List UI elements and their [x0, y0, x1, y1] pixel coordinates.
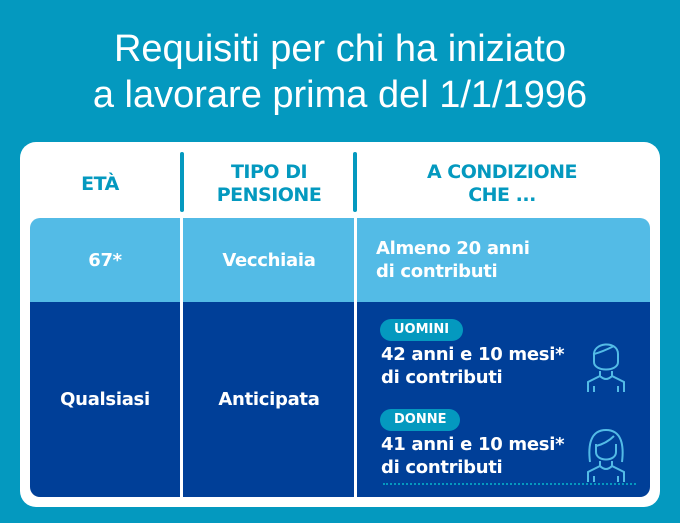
title-line-2: a lavorare prima del 1/1/1996: [92, 74, 588, 116]
column-divider: [354, 218, 357, 497]
uomini-badge: UOMINI: [380, 319, 464, 341]
column-divider: [180, 218, 183, 497]
table-body: 67* Vecchiaia Almeno 20 anni di contribut…: [30, 218, 650, 497]
table-row: 67* Vecchiaia Almeno 20 anni di contribut…: [30, 218, 650, 302]
donne-badge: DONNE: [380, 409, 461, 431]
header-divider: [180, 152, 184, 212]
title-line-1: Requisiti per chi ha iniziato: [113, 28, 566, 70]
tipo-cell: Anticipata: [218, 389, 320, 410]
divider-dotted: [383, 483, 636, 485]
woman-icon: [587, 428, 625, 482]
header-condizione: A CONDIZIONE CHE ...: [426, 161, 578, 206]
header-tipo: TIPO DI PENSIONE: [216, 161, 322, 206]
page-title: Requisiti per chi ha iniziato a lavorare…: [0, 26, 680, 118]
header-divider: [353, 152, 357, 212]
uomini-condition: 42 anni e 10 mesi* di contributi: [381, 344, 565, 388]
tipo-cell: Vecchiaia: [222, 249, 316, 271]
donne-condition: 41 anni e 10 mesi* di contributi: [381, 434, 565, 478]
requirements-table-card: ETÀ TIPO DI PENSIONE A CONDIZIONE CHE ... …: [20, 142, 660, 507]
eta-cell: Qualsiasi: [60, 389, 150, 410]
header-eta: ETÀ: [81, 172, 119, 195]
man-icon: [587, 343, 625, 392]
table-row: Qualsiasi Anticipata UOMINI 42 anni e 10…: [30, 302, 650, 497]
condition-cell: Almeno 20 anni di contributi: [376, 238, 530, 282]
eta-cell: 67*: [88, 249, 122, 271]
